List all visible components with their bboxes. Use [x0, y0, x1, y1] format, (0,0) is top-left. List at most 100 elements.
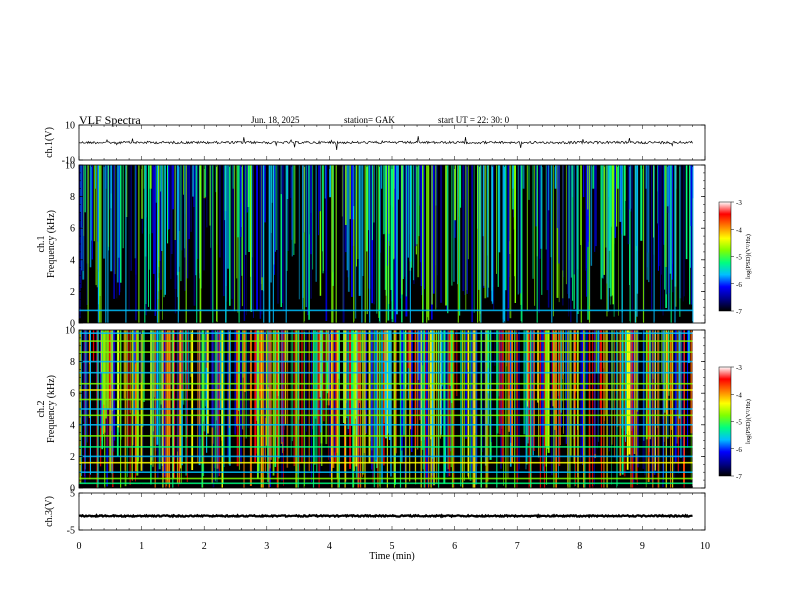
spectral-streak: [390, 330, 392, 477]
colorbar-tick-label: -5: [736, 419, 742, 427]
spectral-streak: [140, 330, 143, 471]
colorbar-label: log(PSD)(V²/Hz): [745, 399, 752, 444]
colorbar-tick-label: -7: [736, 308, 742, 316]
spectral-streak: [347, 330, 348, 435]
spectral-streak: [264, 165, 266, 223]
spectral-streak: [142, 330, 144, 427]
spectral-streak: [195, 165, 197, 276]
burst-line: [364, 165, 366, 323]
colorbar-tick-label: -7: [736, 473, 742, 481]
spectral-streak: [567, 165, 568, 294]
date-label: Jun. 18, 2025: [251, 115, 300, 125]
spectral-streak: [407, 165, 409, 258]
burst-line: [653, 165, 655, 323]
spectral-streak: [329, 165, 332, 198]
spectral-streak: [558, 165, 560, 264]
spectral-streak: [248, 165, 250, 252]
spectral-streak: [113, 330, 116, 441]
colorbar-tick-label: -6: [736, 446, 742, 454]
spectral-streak: [669, 165, 670, 294]
spectral-streak: [381, 330, 383, 484]
spectral-streak: [644, 330, 646, 476]
spectral-streak: [351, 165, 353, 297]
spectral-streak: [277, 165, 279, 304]
spectral-streak: [301, 330, 303, 463]
burst-line: [629, 165, 631, 323]
spectral-streak: [355, 330, 358, 467]
spectral-streak: [388, 330, 390, 410]
spectral-streak: [382, 165, 385, 235]
spectral-streak: [573, 165, 575, 275]
spectral-streak: [312, 165, 314, 270]
spectral-streak: [490, 330, 491, 453]
spectral-streak: [186, 330, 187, 426]
spectral-streak: [636, 165, 639, 294]
spectral-streak: [109, 330, 111, 472]
spectral-streak: [320, 330, 323, 466]
spectral-streak: [328, 330, 331, 391]
spectral-streak: [111, 330, 113, 483]
burst-line: [158, 165, 160, 323]
spectral-streak: [141, 165, 144, 219]
spectral-streak: [342, 165, 345, 323]
spectral-streak: [319, 165, 322, 296]
spectral-streak: [570, 330, 572, 456]
spectral-streak: [96, 330, 97, 466]
spectral-streak: [109, 165, 111, 210]
burst-line: [536, 165, 538, 323]
spectral-streak: [284, 330, 286, 425]
spectral-streak: [161, 165, 163, 251]
burst-line: [263, 165, 265, 323]
spectral-streak: [411, 165, 413, 268]
spectral-streak: [334, 330, 337, 464]
burst-line: [335, 165, 337, 323]
spectral-streak: [185, 330, 187, 476]
spectral-streak: [228, 330, 230, 428]
spectral-streak: [608, 165, 611, 289]
spectral-streak: [597, 330, 599, 442]
spectral-streak: [427, 165, 430, 321]
spectral-streak: [148, 165, 149, 307]
spectral-streak: [190, 165, 192, 232]
spectral-streak: [211, 330, 214, 428]
y-axis-label: ch.1: [36, 236, 47, 253]
colorbar-tick-label: -4: [736, 391, 742, 399]
spectral-streak: [253, 165, 254, 318]
burst-line: [185, 165, 187, 323]
spectral-streak: [210, 165, 212, 248]
spectral-streak: [385, 330, 387, 362]
spectral-streak: [83, 165, 85, 236]
spectral-streak: [386, 165, 389, 266]
spectral-streak: [164, 165, 166, 295]
x-tick-label: 5: [390, 541, 395, 552]
spectral-streak: [560, 330, 562, 413]
spectral-streak: [178, 330, 181, 485]
spectral-streak: [198, 330, 201, 426]
spectral-streak: [177, 165, 178, 298]
y-tick-label: 0: [70, 319, 75, 330]
spectral-streak: [435, 165, 437, 310]
spectral-streak: [469, 330, 472, 481]
y-tick-label: 4: [70, 255, 75, 266]
spectral-streak: [197, 165, 199, 259]
spectral-streak: [527, 330, 530, 402]
spectral-streak: [315, 165, 317, 282]
spectral-streak: [134, 330, 136, 364]
spectral-streak: [431, 165, 433, 305]
spectral-streak: [523, 330, 526, 435]
burst-line: [369, 165, 371, 323]
spectral-streak: [535, 165, 537, 189]
spectral-streak: [627, 165, 630, 245]
spectral-streak: [229, 330, 231, 466]
spectral-streak: [545, 330, 547, 467]
burst-line: [674, 165, 676, 323]
spectral-streak: [538, 330, 540, 458]
burst-line: [332, 165, 334, 323]
spectral-streak: [375, 330, 377, 460]
spectral-streak: [160, 330, 162, 405]
spectral-streak: [409, 330, 411, 482]
x-tick-label: 7: [515, 541, 520, 552]
spectral-streak: [274, 330, 276, 447]
x-tick-label: 10: [700, 541, 710, 552]
spectral-streak: [618, 165, 619, 316]
